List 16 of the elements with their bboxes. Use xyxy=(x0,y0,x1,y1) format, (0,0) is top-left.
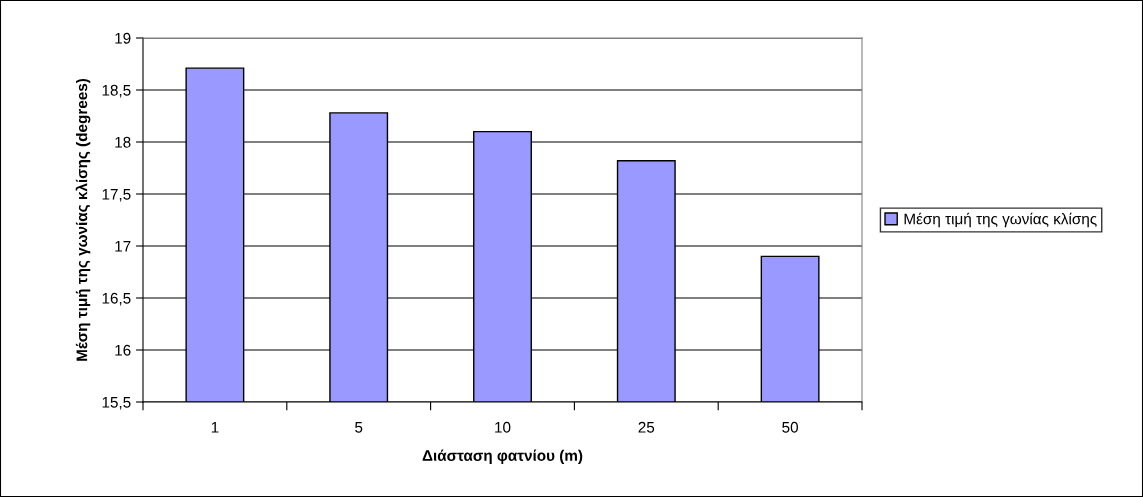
x-tick-label: 10 xyxy=(495,421,511,433)
x-axis-title: Διάσταση φατνίου (m) xyxy=(422,449,583,464)
x-tick-label: 5 xyxy=(355,422,363,433)
x-tick-label: 1 xyxy=(211,422,219,433)
y-tick-label: 17,5 xyxy=(102,189,131,202)
x-tick-label: 50 xyxy=(782,421,798,433)
x-tick-label: 25 xyxy=(638,421,655,433)
y-tick-label: 16,5 xyxy=(102,292,131,306)
legend-label: Μέση τιμή της γωνίας κλίσης xyxy=(904,212,1097,228)
y-tick-label: 19 xyxy=(115,32,131,44)
y-tick-label: 17 xyxy=(115,241,131,252)
y-tick-label: 15,5 xyxy=(102,397,131,410)
y-tick-label: 18 xyxy=(115,136,131,148)
y-axis-title: Μέση τιμή της γωνίας κλίσης (degrees) xyxy=(75,78,91,361)
y-tick-label: 16 xyxy=(115,344,131,356)
y-tick-label: 18,5 xyxy=(102,84,131,98)
